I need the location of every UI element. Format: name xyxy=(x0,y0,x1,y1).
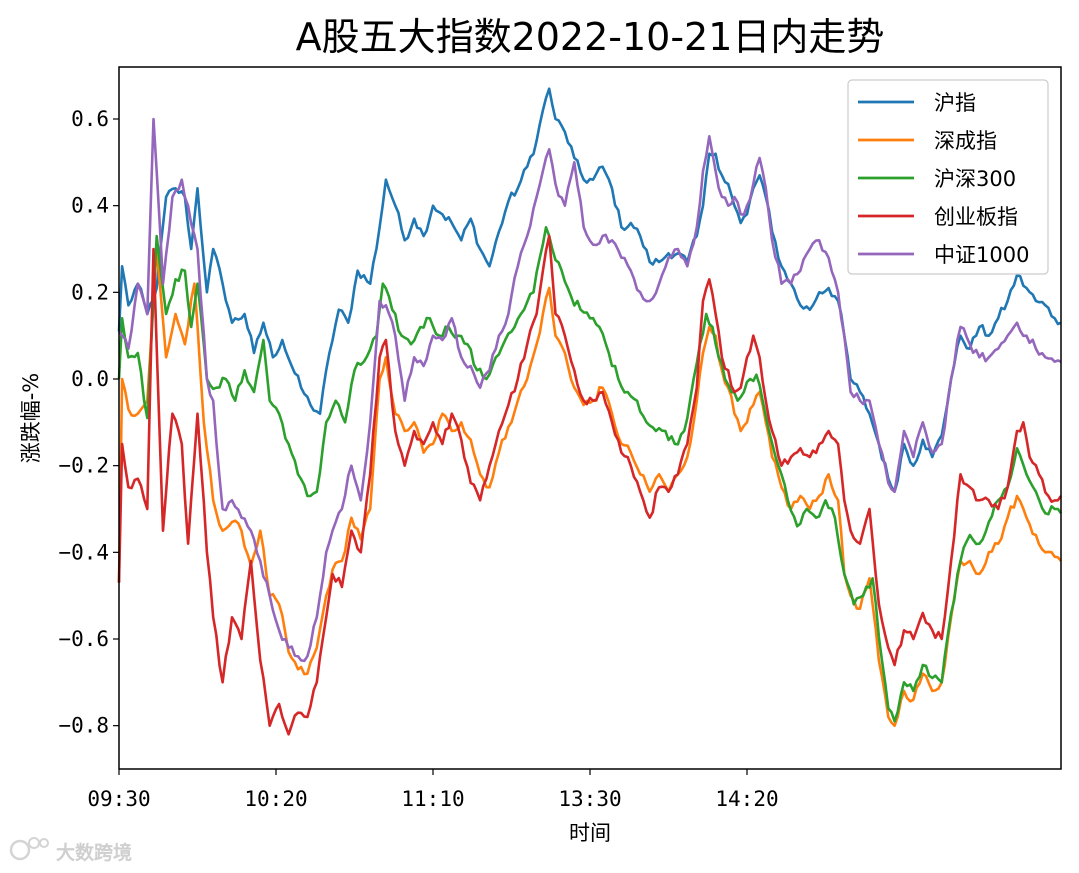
y-tick-label: −0.8 xyxy=(58,714,109,738)
x-tick-label: 09:30 xyxy=(87,787,150,811)
chart-title: A股五大指数2022-10-21日内走势 xyxy=(296,15,885,59)
legend-label: 深成指 xyxy=(934,129,997,153)
series-line-0 xyxy=(117,87,1062,494)
series-line-3 xyxy=(117,234,1063,736)
y-tick-label: −0.6 xyxy=(58,627,109,651)
x-axis: 09:30 10:20 11:10 13:30 14:20 xyxy=(87,769,779,811)
x-tick-label: 13:30 xyxy=(558,787,621,811)
watermark-text: 大数跨境 xyxy=(56,841,132,864)
y-tick-label: −0.4 xyxy=(58,540,109,564)
x-tick-label: 10:20 xyxy=(244,787,307,811)
series-line-1 xyxy=(117,247,1062,728)
watermark-logo-icon xyxy=(9,837,49,861)
x-axis-label: 时间 xyxy=(569,821,611,845)
y-axis-label: 涨跌幅-% xyxy=(19,373,43,464)
series-group xyxy=(117,87,1063,736)
y-tick-label: −0.2 xyxy=(58,454,109,478)
y-tick-label: 0.4 xyxy=(71,194,109,218)
y-tick-label: 0.2 xyxy=(71,280,109,304)
y-tick-label: 0.6 xyxy=(71,107,109,131)
series-line-2 xyxy=(117,226,1063,723)
legend-label: 沪指 xyxy=(934,91,976,115)
series-line-4 xyxy=(117,117,1062,663)
watermark: 大数跨境 xyxy=(9,837,132,864)
y-tick-label: 0.0 xyxy=(71,367,109,391)
x-tick-label: 14:20 xyxy=(715,787,778,811)
legend-label: 中证1000 xyxy=(934,243,1029,267)
legend-box xyxy=(847,79,1049,275)
legend-label: 创业板指 xyxy=(934,205,1018,229)
legend-label: 沪深300 xyxy=(934,167,1016,191)
x-tick-label: 11:10 xyxy=(401,787,464,811)
y-axis: −0.8 −0.6 −0.4 −0.2 0.0 0.2 0.4 0.6 xyxy=(58,107,119,738)
